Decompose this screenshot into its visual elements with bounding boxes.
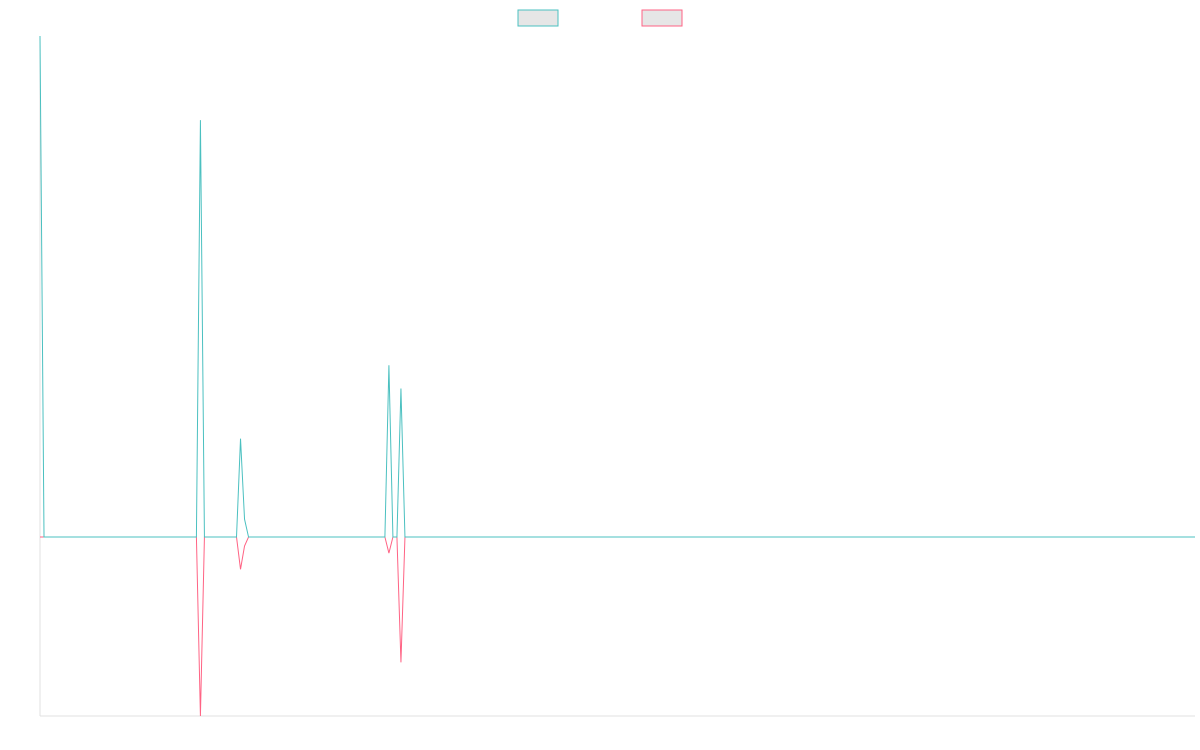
axes (39, 36, 1195, 717)
legend-swatch-1[interactable] (517, 9, 559, 27)
legend-swatch-2[interactable] (641, 9, 683, 27)
series-group (39, 35, 1195, 717)
series-line-2 (40, 536, 1195, 717)
legend (517, 9, 683, 27)
series-line-1 (39, 35, 1195, 538)
